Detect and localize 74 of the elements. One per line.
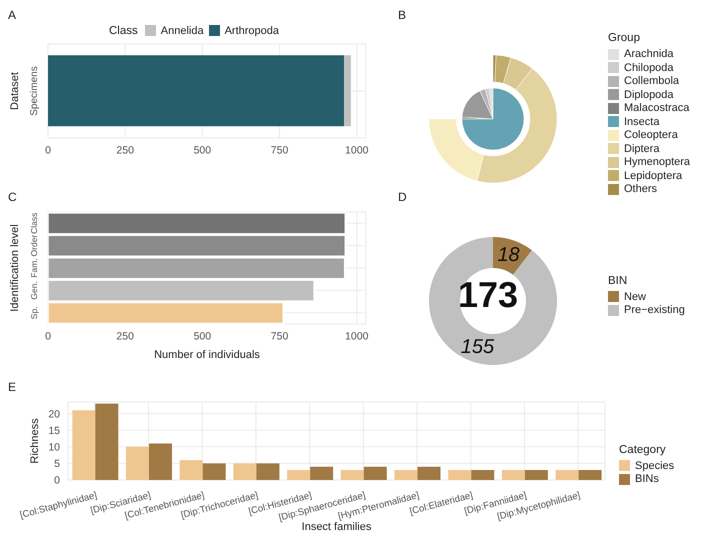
bar — [556, 470, 579, 480]
y-tick-label: Gen. — [29, 281, 39, 300]
y-axis-title: Identification level — [8, 224, 21, 312]
y-tick-label: 10 — [48, 442, 60, 454]
x-tick-label: 250 — [116, 144, 134, 156]
bar — [394, 470, 418, 480]
x-tick-label: 1000 — [345, 144, 369, 156]
y-tick-label: Class — [29, 212, 39, 234]
legend-title: Category — [619, 444, 666, 456]
bar — [524, 470, 548, 480]
bar — [502, 470, 525, 480]
legend-label: BINs — [635, 473, 659, 486]
bar — [233, 463, 256, 480]
legend-label: Chilopoda — [624, 62, 674, 74]
bar — [202, 463, 226, 480]
bar — [287, 470, 310, 480]
x-tick-label: 500 — [194, 144, 212, 156]
legend-label: New — [624, 290, 646, 303]
x-tick-label: 750 — [270, 144, 288, 156]
y-tick-label: Sp. — [29, 306, 39, 320]
y-tick-label: 0 — [54, 474, 60, 487]
donut-slice — [429, 237, 557, 365]
legend-label: Arachnida — [624, 48, 674, 60]
bar — [578, 470, 602, 480]
bar — [72, 410, 96, 480]
legend-label: Diplopoda — [624, 88, 674, 100]
x-tick-label: 250 — [116, 330, 134, 342]
legend-title: Class — [108, 24, 138, 37]
bar — [256, 463, 280, 480]
legend-label: Lepidoptera — [624, 170, 682, 182]
chart-title: A — [8, 8, 18, 24]
data-label: 155 — [460, 336, 495, 358]
legend-label: Hymenoptera — [624, 156, 690, 168]
chart-title: B — [398, 8, 408, 24]
bar — [471, 470, 494, 480]
bar — [148, 443, 172, 480]
data-label: 18 — [497, 244, 520, 266]
legend-label: Pre−existing — [624, 304, 685, 316]
x-tick-label: 750 — [270, 330, 288, 342]
chart-title: D — [398, 190, 407, 204]
legend-label: Species — [635, 460, 674, 472]
legend-title: BIN — [608, 275, 628, 287]
y-tick-label: Order — [29, 234, 39, 256]
y-tick-label: 5 — [54, 458, 60, 470]
legend-title: Group — [608, 32, 640, 44]
y-tick-label: Specimens — [29, 66, 40, 116]
legend-label: Coleoptera — [624, 129, 678, 141]
legend-label: Others — [624, 183, 658, 195]
x-tick-label: 500 — [194, 330, 212, 342]
bar — [448, 470, 472, 480]
x-axis-title: Insect families — [302, 521, 372, 533]
y-tick-label: 20 — [48, 408, 60, 420]
y-axis-title: Richness — [28, 418, 41, 464]
bar — [417, 466, 440, 480]
legend-label: Diptera — [624, 142, 660, 154]
x-axis-title: Number of individuals — [154, 349, 260, 361]
legend-label: Collembola — [624, 75, 680, 87]
legend-label: Arthropoda — [224, 24, 280, 37]
bar — [126, 446, 149, 480]
text: 173 — [456, 274, 520, 316]
x-tick-label: 1000 — [345, 330, 369, 342]
y-axis-title: Dataset — [8, 72, 21, 110]
y-tick-label: 15 — [48, 424, 60, 437]
legend-label: Malacostraca — [624, 102, 690, 114]
bar — [340, 470, 364, 480]
legend-label: Annelida — [160, 24, 204, 37]
chart-title: C — [8, 190, 18, 206]
bar — [364, 466, 387, 480]
y-tick-label: Fam. — [29, 258, 39, 278]
bar — [310, 466, 334, 480]
bar — [180, 460, 203, 480]
bar — [95, 404, 118, 480]
legend-label: Insecta — [624, 116, 660, 128]
chart-title: E — [8, 380, 18, 396]
